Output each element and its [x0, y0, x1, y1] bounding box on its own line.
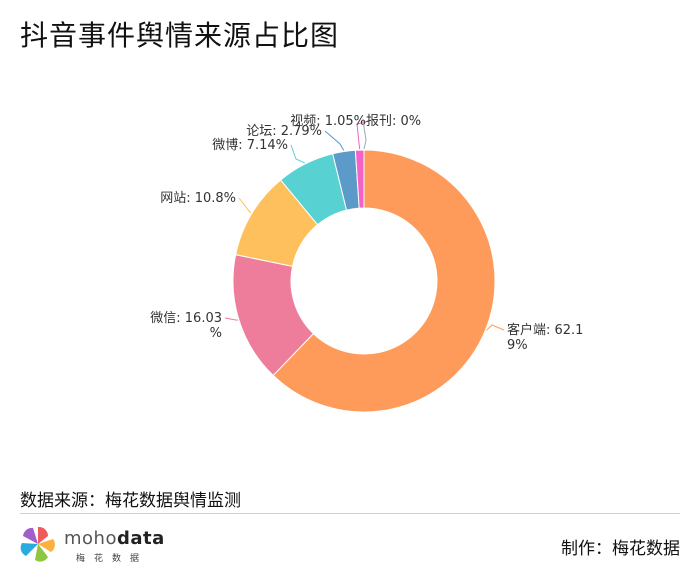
label-line-5 — [356, 120, 370, 150]
logo-wordmark: mohodata — [64, 528, 165, 549]
chart-maker: 制作：梅花数据 — [561, 539, 680, 559]
data-label-3: 微博: 7.14% — [212, 138, 288, 153]
data-label-2: 网站: 10.8% — [160, 191, 236, 206]
label-line-1 — [224, 317, 238, 321]
label-line-0 — [486, 324, 505, 331]
label-line-6 — [362, 120, 367, 150]
donut-slice-0 — [272, 149, 496, 413]
donut-slice-5 — [354, 149, 365, 209]
logo-wordmark-data: data — [116, 528, 165, 549]
donut-chart: 客户端: 62.1 9% 微信: 16.03 % 网站: 10.8% 微博: 7.14%论… — [150, 114, 583, 413]
data-source: 数据来源：梅花数据舆情监测 — [20, 491, 241, 511]
pinwheel-icon — [20, 526, 55, 562]
chart-title: 抖音事件舆情来源占比图 — [20, 19, 340, 52]
data-label-6: 报刊: 0% — [366, 114, 421, 129]
label-line-4 — [324, 130, 345, 151]
data-label-4: 论坛: 2.79% — [246, 124, 322, 139]
mohodata-logo: mohodata 梅花数据 — [18, 524, 168, 568]
logo-subtitle: 梅花数据 — [76, 554, 149, 564]
label-line-2 — [238, 197, 252, 214]
data-label-0: 客户端: 62.1 9% — [507, 322, 583, 353]
data-label-5: 视频: 1.05% — [290, 114, 366, 129]
footer-divider — [20, 513, 680, 514]
logo-wordmark-moho: moho — [64, 528, 117, 549]
label-line-3 — [290, 144, 305, 164]
data-label-1: 微信: 16.03% — [150, 311, 222, 341]
